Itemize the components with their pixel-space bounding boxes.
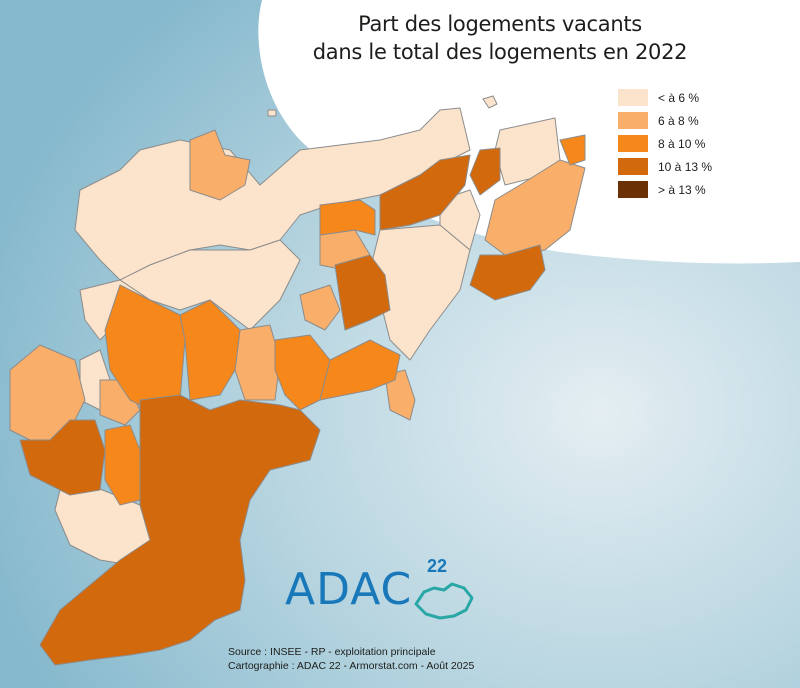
legend-label: 8 à 10 % [658,136,706,151]
source-credits: Source : INSEE - RP - exploitation princ… [228,645,474,673]
legend-label: 10 à 13 % [658,159,713,174]
legend-label: 6 à 8 % [658,113,699,128]
map-title: Part des logements vacants dans le total… [300,10,700,66]
legend-item: < à 6 % [618,86,712,109]
commune [189,129,251,201]
legend-swatch [618,112,648,129]
commune [319,339,401,401]
commune [19,419,106,496]
cartography-line: Cartographie : ADAC 22 - Armorstat.com -… [228,660,475,672]
commune [39,394,321,666]
commune [384,369,416,421]
commune [9,344,86,446]
legend-item: 10 à 13 % [618,155,712,178]
legend-swatch [618,89,648,106]
source-line: Source : INSEE - RP - exploitation princ… [228,646,436,658]
map-title-line1: Part des logements vacants [358,12,642,36]
commune [559,134,586,166]
legend-label: > à 13 % [658,182,706,197]
legend-swatch [618,158,648,175]
commune [334,254,391,331]
island [482,95,498,109]
legend-item: 6 à 8 % [618,109,712,132]
legend: < à 6 % 6 à 8 % 8 à 10 % 10 à 13 % > à 1… [618,86,712,201]
map-title-line2: dans le total des logements en 2022 [312,40,688,64]
legend-label: < à 6 % [658,90,700,105]
logo-number: 22 [427,556,448,576]
legend-swatch [618,135,648,152]
department-outline-icon [414,582,474,620]
adac-logo: ADAC 22 [285,556,485,626]
commune [274,334,331,411]
legend-item: > à 13 % [618,178,712,201]
commune [234,324,281,401]
commune [299,284,341,331]
commune [484,159,586,256]
communes [9,107,586,666]
commune [379,154,471,231]
commune [319,199,376,236]
commune [469,244,546,301]
legend-item: 8 à 10 % [618,132,712,155]
island [267,109,277,117]
logo-text: ADAC [285,564,413,615]
legend-swatch [618,181,648,198]
commune [119,239,301,331]
commune [179,299,241,401]
commune [469,147,501,196]
commune [439,189,481,251]
